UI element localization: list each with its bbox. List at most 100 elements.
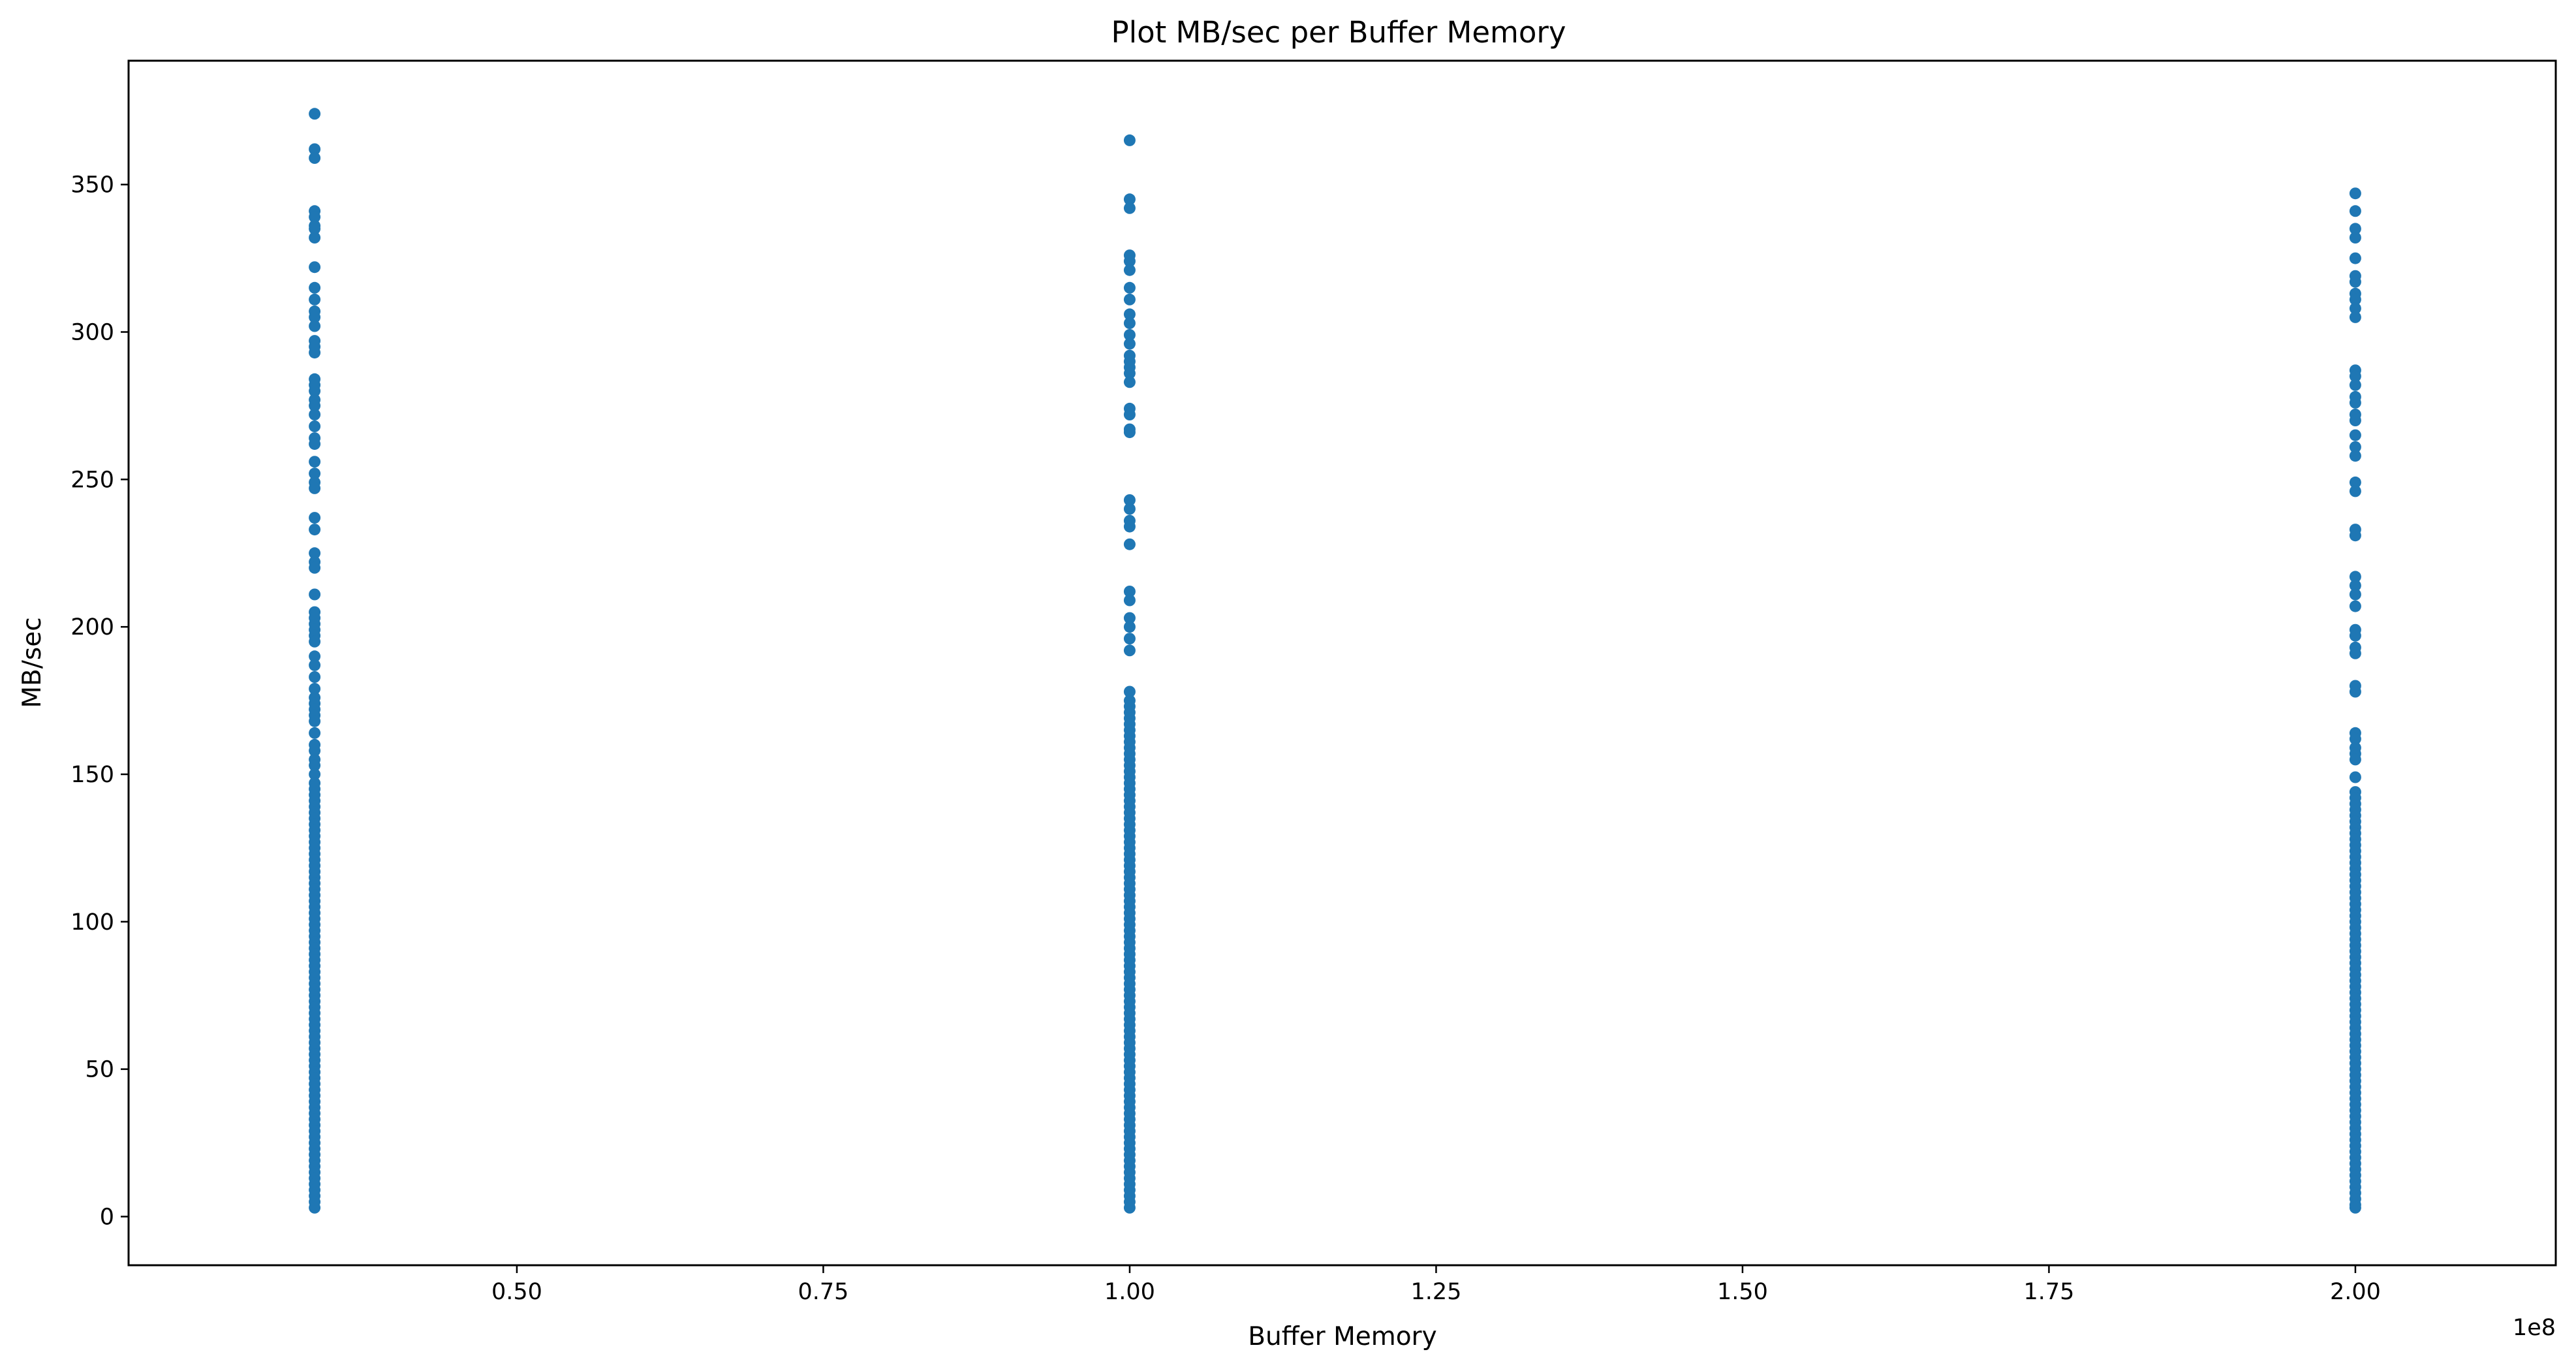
data-point <box>309 223 321 235</box>
data-point <box>309 143 321 155</box>
data-point <box>2349 415 2361 426</box>
data-point <box>1123 317 1136 329</box>
data-point <box>309 683 321 695</box>
data-point <box>2349 302 2361 315</box>
x-axis-offset-label: 1e8 <box>2513 1315 2556 1341</box>
data-point <box>309 467 321 480</box>
y-tick-label: 350 <box>70 172 114 198</box>
data-point <box>1123 255 1136 268</box>
x-tick-label: 1.75 <box>2023 1279 2074 1305</box>
y-tick-label: 100 <box>70 909 114 936</box>
data-point <box>309 293 321 306</box>
data-point <box>309 108 321 120</box>
data-point <box>1123 338 1136 350</box>
x-axis-ticks: 0.50 0.75 1.00 1.25 1.50 1.75 2.00 <box>491 1265 2381 1305</box>
data-point <box>309 671 321 683</box>
data-point <box>2349 476 2361 488</box>
data-point <box>2349 187 2361 200</box>
data-point <box>309 547 321 559</box>
data-point <box>2349 223 2361 235</box>
data-point <box>309 456 321 468</box>
data-point <box>309 152 321 164</box>
y-tick-label: 0 <box>100 1204 114 1230</box>
plot-area-frame <box>127 59 2557 1267</box>
data-point <box>1123 308 1136 321</box>
data-point <box>2349 311 2361 323</box>
data-point <box>2349 588 2361 601</box>
data-point <box>1123 586 1136 597</box>
data-point <box>309 744 321 757</box>
x-tick-label: 0.50 <box>491 1279 542 1305</box>
data-point <box>2349 205 2361 217</box>
data-point <box>309 524 321 536</box>
y-tick-label: 50 <box>85 1057 114 1083</box>
data-point <box>2349 396 2361 409</box>
data-point <box>309 261 321 274</box>
data-point <box>2349 370 2361 383</box>
data-points <box>309 108 2361 1214</box>
data-point <box>1123 193 1136 206</box>
data-point <box>309 561 321 574</box>
data-point <box>2349 685 2361 698</box>
data-point <box>1123 426 1136 439</box>
data-point <box>309 400 321 412</box>
data-point <box>2349 276 2361 288</box>
data-point <box>2349 571 2361 583</box>
data-point <box>1123 367 1136 379</box>
data-point <box>2349 485 2361 497</box>
y-tick-label: 300 <box>70 320 114 346</box>
data-point <box>1123 621 1136 633</box>
data-point <box>309 409 321 420</box>
x-tick-label: 1.00 <box>1104 1279 1155 1305</box>
data-point <box>1123 594 1136 607</box>
data-point <box>309 659 321 671</box>
chart-title: Plot MB/sec per Buffer Memory <box>1111 15 1566 50</box>
data-point <box>309 1201 321 1214</box>
data-point <box>309 320 321 332</box>
data-point <box>309 512 321 524</box>
data-point <box>309 311 321 323</box>
data-point <box>2349 733 2361 745</box>
data-point <box>1123 376 1136 388</box>
data-point <box>1123 644 1136 657</box>
data-point <box>1123 281 1136 294</box>
x-tick-label: 1.25 <box>1410 1279 1461 1305</box>
data-point <box>2349 379 2361 391</box>
x-axis-label: Buffer Memory <box>1248 1322 1436 1351</box>
data-point <box>2349 441 2361 453</box>
data-point <box>309 232 321 244</box>
data-point <box>1123 494 1136 506</box>
data-point <box>2349 1201 2361 1214</box>
data-point <box>1123 264 1136 276</box>
data-point <box>2349 753 2361 766</box>
data-point <box>1123 409 1136 420</box>
y-axis-label: MB/sec <box>18 617 47 708</box>
data-point <box>2349 232 2361 244</box>
data-point <box>2349 579 2361 591</box>
data-point <box>309 281 321 294</box>
data-point <box>309 482 321 494</box>
data-point <box>2349 429 2361 441</box>
x-tick-label: 1.50 <box>1717 1279 1768 1305</box>
y-tick-label: 250 <box>70 467 114 493</box>
data-point <box>1123 503 1136 515</box>
data-point <box>2349 600 2361 612</box>
data-point <box>1123 685 1136 698</box>
data-point <box>309 385 321 397</box>
data-point <box>309 727 321 739</box>
data-point <box>309 347 321 359</box>
data-point <box>2349 647 2361 659</box>
data-point <box>2349 252 2361 264</box>
data-point <box>2349 529 2361 542</box>
y-tick-label: 200 <box>70 614 114 640</box>
data-point <box>309 759 321 772</box>
data-point <box>1123 134 1136 146</box>
data-point <box>2349 771 2361 783</box>
y-axis-ticks: 0 50 100 150 200 250 300 350 <box>70 172 129 1230</box>
data-point <box>309 635 321 648</box>
data-point <box>1123 520 1136 533</box>
x-tick-label: 2.00 <box>2330 1279 2381 1305</box>
data-point <box>309 650 321 663</box>
